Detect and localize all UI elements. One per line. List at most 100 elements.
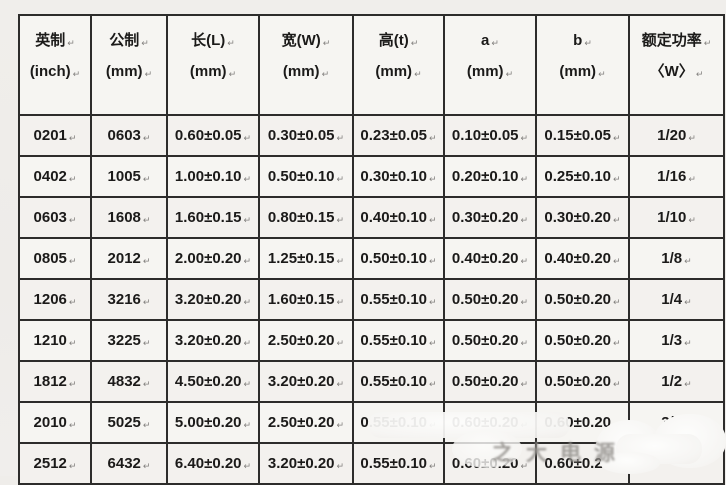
paragraph-mark: ↵	[336, 338, 345, 348]
column-unit: (inch) ↵	[29, 63, 81, 80]
table-cell: 0.55±0.10 ↵	[352, 319, 445, 362]
column-title: b ↵	[573, 32, 592, 49]
table-cell: 6.40±0.20 ↵	[166, 442, 260, 485]
paragraph-mark: ↵	[520, 461, 529, 471]
cell-value: 0805	[33, 250, 67, 267]
table-cell: 3.20±0.20 ↵	[258, 442, 354, 485]
paragraph-mark: ↵	[336, 379, 345, 389]
paragraph-mark: ↵	[429, 379, 437, 389]
cell-value: 6432	[107, 455, 141, 472]
cell-value: 2.50±0.20	[267, 332, 335, 349]
table-cell: 0.50±0.20 ↵	[443, 360, 537, 403]
table-cell: 1/20 ↵	[628, 114, 725, 157]
cell-value: 4832	[107, 373, 141, 390]
paragraph-mark: ↵	[613, 133, 621, 143]
cell-value: 0201	[33, 127, 67, 144]
column-unit: (mm) ↵	[466, 63, 514, 80]
cell-value: 0.50±0.10	[360, 250, 428, 267]
cell-value: 5.00±0.20	[174, 414, 242, 431]
paragraph-mark: ↵	[243, 133, 252, 143]
table-cell: 1812 ↵	[18, 360, 92, 403]
table-cell: 0.55±0.10 ↵	[352, 401, 445, 444]
table-cell: 0.30±0.10 ↵	[352, 155, 445, 198]
paragraph-mark: ↵	[68, 461, 77, 471]
paragraph-mark: ↵	[613, 174, 621, 184]
table-cell: 0.55±0.10 ↵	[352, 442, 445, 485]
cell-value: 0.60±0.20	[544, 414, 612, 431]
column-header-6: a ↵ (mm) ↵	[443, 14, 537, 116]
paragraph-mark: ↵	[598, 69, 606, 79]
cell-value: 3/4	[661, 414, 683, 431]
paragraph-mark: ↵	[336, 215, 345, 225]
paragraph-mark: ↵	[520, 338, 529, 348]
paragraph-mark: ↵	[243, 174, 252, 184]
paragraph-mark: ↵	[520, 215, 529, 225]
paragraph-mark: ↵	[142, 297, 151, 307]
column-title: 英制 ↵	[35, 32, 75, 49]
paragraph-mark: ↵	[520, 297, 529, 307]
cell-value: 1/16	[657, 168, 687, 185]
paragraph-mark: ↵	[68, 133, 77, 143]
table-cell: 1608 ↵	[90, 196, 168, 239]
table-row: 1812 ↵ 4832 ↵ 4.50±0.20 ↵ 3.20±0.20 ↵ 0.55±0.10 ↵…	[18, 360, 725, 403]
paragraph-mark: ↵	[336, 461, 345, 471]
cell-value: 0402	[33, 168, 67, 185]
table-cell: 3.20±0.20 ↵	[258, 360, 354, 403]
cell-value: 1/20	[657, 127, 687, 144]
table-cell	[628, 442, 725, 485]
cell-value: 1.00±0.10	[174, 168, 242, 185]
paragraph-mark: ↵	[520, 174, 529, 184]
cell-value: 0.15±0.05	[544, 127, 612, 144]
table-cell: 0.30±0.20 ↵	[535, 196, 630, 239]
paragraph-mark: ↵	[68, 379, 77, 389]
table-cell: 4.50±0.20 ↵	[166, 360, 260, 403]
cell-value: 3216	[107, 291, 141, 308]
cell-value: 0.40±0.20	[451, 250, 519, 267]
table-cell: 1.60±0.15 ↵	[166, 196, 260, 239]
table-cell: 0.25±0.10 ↵	[535, 155, 630, 198]
cell-value: 0.20±0.10	[451, 168, 519, 185]
paragraph-mark: ↵	[68, 256, 77, 266]
table-row: 0805 ↵ 2012 ↵ 2.00±0.20 ↵ 1.25±0.15 ↵ 0.50±0.10 ↵…	[18, 237, 725, 280]
paragraph-mark: ↵	[429, 215, 437, 225]
paragraph-mark: ↵	[410, 38, 419, 48]
cell-value: 0.50±0.20	[451, 373, 519, 390]
table-cell: 1.00±0.10 ↵	[166, 155, 260, 198]
paragraph-mark: ↵	[429, 297, 437, 307]
table-cell: 5.00±0.20 ↵	[166, 401, 260, 444]
table-cell: 0.50±0.20 ↵	[443, 319, 537, 362]
table-cell: 0.10±0.05 ↵	[443, 114, 537, 157]
table-cell: 0.60±0.20 ↵	[535, 401, 630, 444]
table-cell: 0.60±0.05 ↵	[166, 114, 260, 157]
table-cell: 1/2 ↵	[628, 360, 725, 403]
cell-value: 0.55±0.10	[360, 414, 428, 431]
cell-value: 2010	[33, 414, 67, 431]
paragraph-mark: ↵	[142, 420, 151, 430]
cell-value: 1.60±0.15	[267, 291, 335, 308]
table-cell: 3.20±0.20 ↵	[166, 278, 260, 321]
table-cell: 0.50±0.20 ↵	[535, 278, 630, 321]
paragraph-mark: ↵	[613, 420, 621, 430]
table-cell: 6432 ↵	[90, 442, 168, 485]
table-cell: 1/3 ↵	[628, 319, 725, 362]
table-cell: 0.55±0.10 ↵	[352, 278, 445, 321]
table-cell: 0.60±0.20 ↵	[443, 401, 537, 444]
table-cell: 0.80±0.15 ↵	[258, 196, 354, 239]
cell-value: 3225	[107, 332, 141, 349]
column-header-4: 宽(W) ↵ (mm) ↵	[258, 14, 354, 116]
paragraph-mark: ↵	[243, 297, 252, 307]
cell-value: 1210	[33, 332, 67, 349]
paragraph-mark: ↵	[505, 69, 514, 79]
cell-value: 1/3	[661, 332, 683, 349]
paragraph-mark: ↵	[141, 38, 149, 48]
table-cell: 0.15±0.05 ↵	[535, 114, 630, 157]
cell-value: 6.40±0.20	[174, 455, 242, 472]
paragraph-mark: ↵	[228, 69, 237, 79]
paragraph-mark: ↵	[414, 69, 422, 79]
cell-value: 0.30±0.05	[267, 127, 335, 144]
column-title: 额定功率 ↵	[641, 32, 712, 49]
paragraph-mark: ↵	[243, 338, 252, 348]
column-title: 公制 ↵	[109, 32, 149, 49]
cell-value: 0.60±0.20	[451, 414, 519, 431]
paragraph-mark: ↵	[584, 38, 592, 48]
